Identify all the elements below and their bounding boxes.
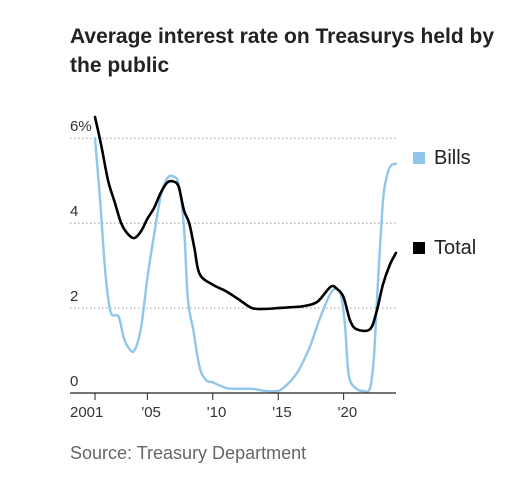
series-line-bills	[93, 137, 398, 394]
x-tick-label: '15	[272, 404, 292, 421]
series-line-total	[93, 115, 398, 333]
y-tick-label: 4	[70, 203, 78, 220]
source-note: Source: Treasury Department	[70, 443, 307, 463]
legend: Bills Total	[413, 147, 476, 259]
chart-title: Average interest rate on Treasurys held …	[70, 25, 495, 77]
y-tick-label: 2	[70, 288, 78, 305]
y-tick-label: 0	[70, 373, 78, 390]
x-tick-label: '05	[141, 404, 161, 421]
legend-label-bills: Bills	[434, 147, 471, 169]
x-tick-label: '10	[207, 404, 227, 421]
legend-swatch-total	[413, 242, 425, 254]
axes: 0 2 4 6% 2001 '05 '10 '15 '20	[70, 118, 396, 421]
gridlines	[70, 137, 396, 309]
y-tick-label: 6%	[70, 118, 92, 135]
x-tick-label: '20	[338, 404, 358, 421]
series-lines	[93, 115, 398, 394]
legend-label-total: Total	[434, 237, 476, 259]
legend-swatch-bills	[413, 152, 425, 164]
x-tick-label: 2001	[70, 404, 103, 421]
